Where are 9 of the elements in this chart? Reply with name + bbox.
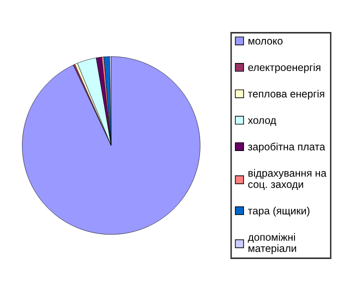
legend-label: електроенергія (248, 63, 320, 74)
legend-label: теплова енергія (248, 90, 324, 100)
legend-label: молоко (248, 38, 283, 45)
legend-label: відрахування на соц. заходи (248, 169, 327, 190)
pie-slice (22, 56, 200, 235)
legend-label: заробітна плата (248, 142, 326, 152)
legend-label: тара (ящики) (248, 206, 310, 216)
legend-label: допоміжні матеріали (248, 233, 296, 254)
legend-label: холод (248, 118, 276, 126)
